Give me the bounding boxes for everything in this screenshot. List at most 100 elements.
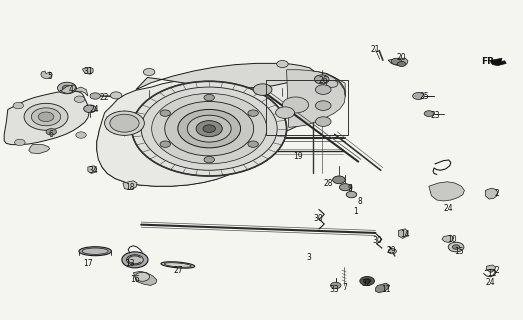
Text: 18: 18 (125, 183, 134, 192)
Text: 23: 23 (430, 111, 440, 120)
Circle shape (391, 58, 402, 65)
Text: 34: 34 (88, 166, 98, 175)
Polygon shape (136, 63, 314, 90)
Circle shape (90, 93, 100, 99)
Text: 32: 32 (361, 279, 371, 288)
Polygon shape (287, 70, 345, 127)
Polygon shape (399, 229, 408, 238)
Text: 29: 29 (386, 246, 396, 255)
Text: 25: 25 (420, 92, 429, 101)
Text: 14: 14 (401, 230, 410, 239)
Circle shape (248, 141, 258, 147)
Text: 30: 30 (373, 236, 382, 245)
Text: 30: 30 (313, 214, 323, 223)
Text: 13: 13 (125, 260, 134, 268)
Circle shape (248, 110, 258, 116)
Circle shape (203, 125, 215, 132)
Circle shape (62, 85, 72, 91)
Circle shape (24, 103, 68, 130)
Text: 22: 22 (100, 93, 109, 102)
Ellipse shape (164, 263, 191, 267)
Circle shape (397, 61, 406, 67)
Polygon shape (388, 58, 408, 66)
Ellipse shape (79, 247, 111, 256)
Circle shape (315, 85, 331, 94)
Circle shape (135, 272, 150, 281)
Polygon shape (133, 271, 157, 285)
Circle shape (333, 176, 345, 184)
Circle shape (74, 96, 85, 102)
Text: 31: 31 (83, 67, 93, 76)
Circle shape (331, 282, 341, 289)
Circle shape (132, 81, 287, 176)
Text: 4: 4 (68, 85, 73, 94)
Text: 15: 15 (454, 247, 464, 256)
Circle shape (178, 109, 241, 148)
Text: 20: 20 (397, 53, 406, 62)
Circle shape (122, 252, 148, 268)
Circle shape (187, 115, 231, 142)
Circle shape (360, 276, 374, 285)
Circle shape (363, 279, 371, 283)
Circle shape (314, 75, 329, 84)
Ellipse shape (161, 262, 195, 268)
Circle shape (413, 92, 424, 100)
Circle shape (315, 117, 331, 126)
Circle shape (110, 92, 122, 99)
Text: 11: 11 (381, 285, 391, 294)
Circle shape (204, 156, 214, 163)
Text: 16: 16 (130, 276, 140, 284)
Circle shape (110, 114, 139, 132)
Text: 24: 24 (486, 278, 495, 287)
Text: 7: 7 (343, 284, 348, 292)
Text: 6: 6 (49, 130, 54, 139)
Circle shape (204, 94, 214, 101)
Polygon shape (73, 87, 88, 96)
Polygon shape (442, 235, 454, 243)
Circle shape (452, 245, 460, 249)
Circle shape (424, 111, 434, 116)
Circle shape (31, 108, 61, 126)
Polygon shape (29, 145, 50, 154)
Circle shape (160, 110, 170, 116)
Text: 19: 19 (293, 152, 303, 161)
Text: 3: 3 (306, 253, 311, 262)
Circle shape (127, 255, 143, 265)
Polygon shape (41, 71, 52, 78)
Polygon shape (491, 58, 506, 66)
Circle shape (105, 111, 144, 135)
Text: 27: 27 (173, 266, 183, 275)
Circle shape (13, 102, 24, 109)
Text: 33: 33 (330, 285, 339, 294)
Polygon shape (429, 182, 464, 201)
Circle shape (448, 242, 464, 252)
Ellipse shape (82, 248, 108, 254)
Text: 2: 2 (494, 266, 499, 275)
Polygon shape (485, 188, 498, 199)
Polygon shape (123, 181, 137, 189)
Circle shape (315, 101, 331, 110)
Text: 28: 28 (324, 179, 333, 188)
Circle shape (165, 101, 254, 156)
Text: 12: 12 (487, 269, 496, 278)
Circle shape (15, 139, 25, 146)
Circle shape (282, 97, 309, 113)
Circle shape (388, 249, 396, 254)
Polygon shape (83, 67, 93, 74)
Circle shape (141, 87, 277, 170)
Polygon shape (97, 75, 345, 186)
Polygon shape (88, 166, 97, 173)
Text: 17: 17 (83, 260, 93, 268)
Text: 26: 26 (319, 76, 328, 85)
Text: 24: 24 (444, 204, 453, 213)
Text: FR.: FR. (481, 57, 497, 66)
Polygon shape (4, 91, 89, 145)
Circle shape (46, 129, 56, 135)
Polygon shape (97, 70, 345, 186)
Circle shape (276, 107, 294, 118)
Polygon shape (376, 283, 390, 293)
Circle shape (143, 68, 155, 76)
Text: 1: 1 (353, 207, 358, 216)
Circle shape (196, 121, 222, 137)
Circle shape (58, 82, 76, 94)
